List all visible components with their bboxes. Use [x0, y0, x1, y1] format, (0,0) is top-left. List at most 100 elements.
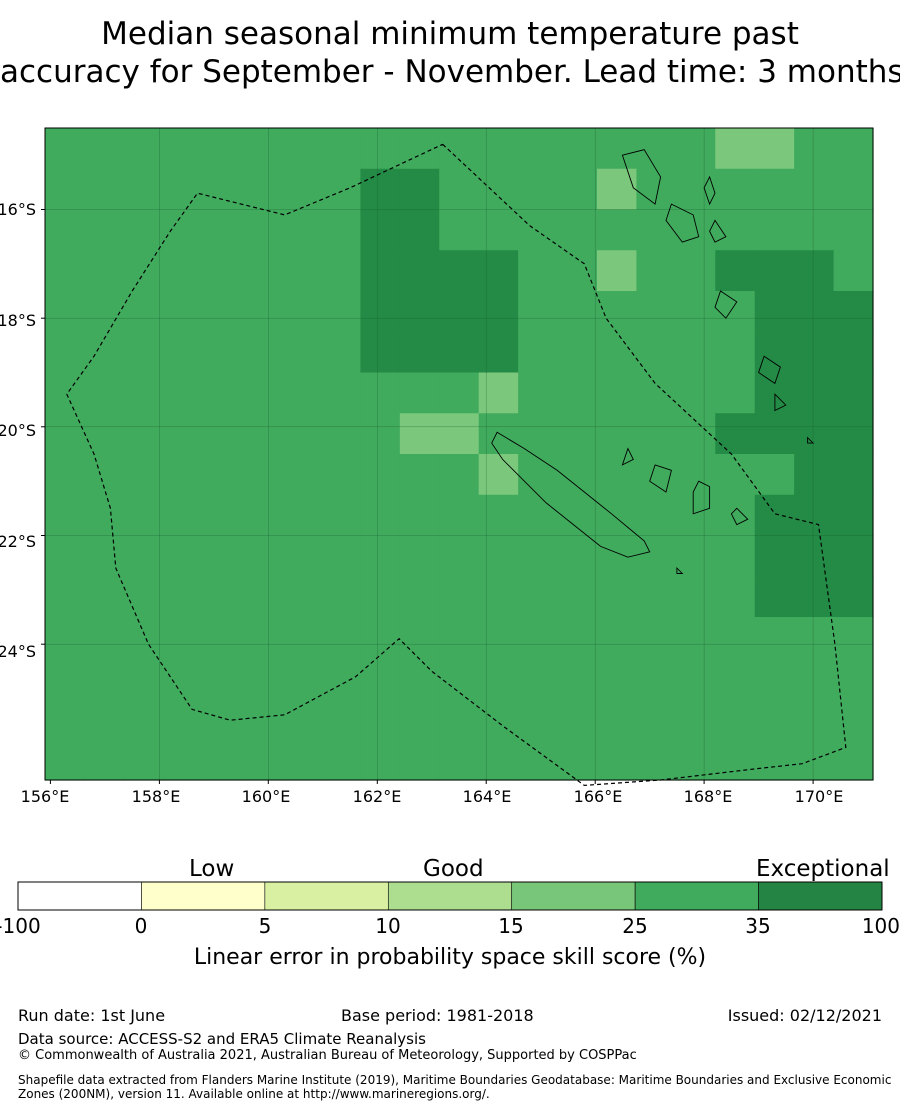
- skill-cell: [163, 739, 204, 781]
- island-coastline: [730, 507, 749, 526]
- skill-cell: [597, 698, 638, 740]
- lat-label-18s: 18°S: [0, 311, 36, 330]
- lon-label-162e: 162°E: [352, 787, 402, 806]
- lon-label-156e: 156°E: [20, 787, 70, 806]
- skill-cell: [321, 209, 362, 251]
- skill-cell: [754, 209, 795, 251]
- lat-label-16s: 16°S: [0, 200, 36, 219]
- skill-cell: [754, 454, 795, 496]
- skill-cell: [636, 454, 677, 496]
- skill-cell: [715, 331, 756, 374]
- skill-cell: [833, 576, 874, 618]
- lat-label-20s: 20°S: [0, 421, 36, 440]
- skill-cell: [557, 331, 598, 374]
- colorbar-tick-0: 0: [134, 914, 148, 938]
- legend-category-good: Good: [423, 856, 484, 882]
- skill-cell: [833, 250, 874, 292]
- skill-cell: [281, 413, 322, 455]
- skill-cell: [360, 291, 401, 333]
- skill-cell: [123, 576, 164, 618]
- skill-cell: [281, 128, 322, 170]
- skill-cell: [399, 698, 440, 740]
- skill-cell: [557, 657, 598, 700]
- skill-cell: [518, 413, 559, 455]
- island-coastline: [774, 393, 787, 412]
- skill-cell: [794, 576, 835, 618]
- skill-cell: [518, 291, 559, 333]
- skill-cell: [833, 372, 874, 414]
- skill-cell: [439, 413, 480, 455]
- skill-cell: [518, 331, 559, 374]
- skill-cell: [557, 739, 598, 781]
- skill-cell: [360, 698, 401, 740]
- skill-cell: [478, 331, 519, 374]
- skill-cell: [597, 128, 638, 170]
- skill-cell: [833, 494, 874, 537]
- skill-cell: [636, 698, 677, 740]
- skill-cell: [636, 657, 677, 700]
- skill-cell: [715, 657, 756, 700]
- legend-category-exceptional: Exceptional: [756, 856, 890, 882]
- skill-cell: [478, 372, 519, 414]
- skill-cell: [399, 494, 440, 537]
- skill-cell: [399, 657, 440, 700]
- skill-cell: [163, 576, 204, 618]
- skill-cell: [45, 209, 86, 251]
- skill-cell: [123, 454, 164, 496]
- skill-cell: [636, 576, 677, 618]
- skill-cell: [281, 209, 322, 251]
- skill-cell: [45, 698, 86, 740]
- skill-cell: [518, 128, 559, 170]
- colorbar-tick-10: 10: [375, 914, 401, 938]
- lon-label-158e: 158°E: [131, 787, 181, 806]
- skill-cell: [399, 372, 440, 414]
- skill-cell: [597, 209, 638, 251]
- skill-cell: [360, 739, 401, 781]
- skill-cell: [794, 494, 835, 537]
- colorbar-bin: [17, 881, 142, 911]
- skill-cell: [163, 535, 204, 577]
- skill-cell: [675, 535, 716, 577]
- skill-cell: [45, 657, 86, 700]
- skill-cell: [281, 698, 322, 740]
- island-coastline: [491, 431, 651, 558]
- colorbar-frame: [17, 881, 883, 911]
- skill-cell: [84, 576, 125, 618]
- skill-cell: [281, 657, 322, 700]
- skill-cell: [518, 739, 559, 781]
- lon-label-170e: 170°E: [794, 787, 844, 806]
- island-coastline: [621, 447, 634, 466]
- skill-cell: [321, 128, 362, 170]
- skill-cell: [439, 576, 480, 618]
- skill-cell: [360, 372, 401, 414]
- skill-cell: [123, 372, 164, 414]
- skill-cell: [439, 209, 480, 251]
- skill-cell: [597, 291, 638, 333]
- skill-cell: [833, 331, 874, 374]
- skill-cell: [715, 739, 756, 781]
- skill-cell: [123, 331, 164, 374]
- skill-cell: [833, 535, 874, 577]
- skill-cell: [439, 657, 480, 700]
- lon-label-168e: 168°E: [683, 787, 733, 806]
- skill-cell: [518, 657, 559, 700]
- skill-cell: [518, 372, 559, 414]
- skill-cell: [45, 372, 86, 414]
- skill-cell: [242, 209, 283, 251]
- skill-cell: [123, 494, 164, 537]
- skill-cell: [45, 494, 86, 537]
- skill-cell: [399, 576, 440, 618]
- skill-cell: [794, 168, 835, 211]
- skill-cell: [45, 413, 86, 455]
- skill-cell: [833, 739, 874, 781]
- skill-cell: [715, 128, 756, 170]
- skill-cell: [518, 576, 559, 618]
- skill-cell: [478, 128, 519, 170]
- skill-cell: [833, 128, 874, 170]
- skill-cell: [478, 657, 519, 700]
- skill-cell: [439, 535, 480, 577]
- island-coastline: [692, 480, 711, 515]
- skill-cell: [123, 291, 164, 333]
- skill-cell: [754, 128, 795, 170]
- skill-cell: [84, 494, 125, 537]
